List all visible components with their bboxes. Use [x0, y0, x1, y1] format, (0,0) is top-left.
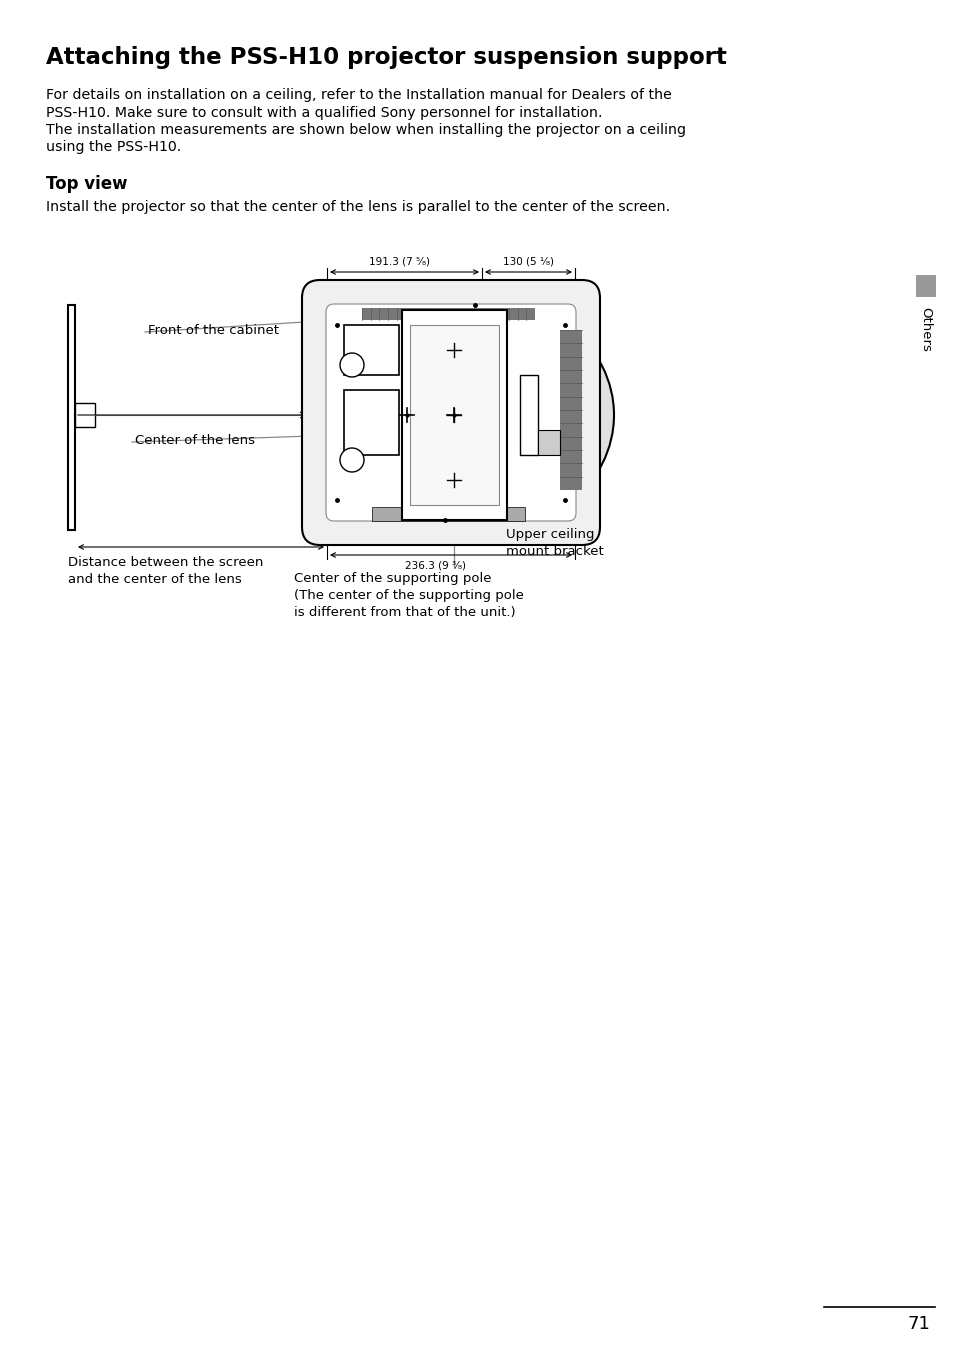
Bar — [372, 507, 524, 521]
Text: Others: Others — [919, 307, 931, 352]
Bar — [344, 389, 398, 456]
Text: For details on installation on a ceiling, refer to the Installation manual for D: For details on installation on a ceiling… — [46, 88, 671, 101]
Text: mount bracket: mount bracket — [505, 545, 603, 558]
Bar — [75, 403, 95, 427]
Text: using the PSS-H10.: using the PSS-H10. — [46, 141, 181, 154]
Text: Center of the lens: Center of the lens — [135, 434, 254, 446]
Text: PSS-H10. Make sure to consult with a qualified Sony personnel for installation.: PSS-H10. Make sure to consult with a qua… — [46, 105, 602, 119]
Circle shape — [339, 448, 364, 472]
Bar — [361, 308, 535, 320]
Bar — [401, 310, 506, 521]
Text: Front of the cabinet: Front of the cabinet — [148, 323, 278, 337]
Text: The installation measurements are shown below when installing the projector on a: The installation measurements are shown … — [46, 123, 685, 137]
Bar — [68, 306, 75, 530]
Text: 236.3 (9 ³⁄₈): 236.3 (9 ³⁄₈) — [405, 560, 466, 571]
FancyBboxPatch shape — [326, 304, 576, 521]
Bar — [519, 375, 537, 456]
Text: Distance between the screen: Distance between the screen — [68, 556, 263, 569]
Text: 71: 71 — [906, 1315, 929, 1333]
Circle shape — [339, 353, 364, 377]
Bar — [537, 430, 559, 456]
Text: and the center of the lens: and the center of the lens — [68, 573, 241, 585]
Bar — [559, 330, 581, 489]
Text: 191.3 (7 ⁵⁄₈): 191.3 (7 ⁵⁄₈) — [369, 257, 430, 266]
Bar — [410, 324, 498, 506]
Bar — [915, 274, 935, 297]
Text: is different from that of the unit.): is different from that of the unit.) — [294, 606, 515, 619]
Text: Install the projector so that the center of the lens is parallel to the center o: Install the projector so that the center… — [46, 200, 669, 214]
Ellipse shape — [306, 288, 614, 542]
Text: Center of the supporting pole: Center of the supporting pole — [294, 572, 491, 585]
Text: Upper ceiling: Upper ceiling — [505, 529, 594, 541]
Bar — [344, 324, 398, 375]
Text: (The center of the supporting pole: (The center of the supporting pole — [294, 589, 523, 602]
FancyBboxPatch shape — [302, 280, 599, 545]
Text: Attaching the PSS-H10 projector suspension support: Attaching the PSS-H10 projector suspensi… — [46, 46, 726, 69]
Text: 130 (5 ¹⁄₈): 130 (5 ¹⁄₈) — [502, 257, 554, 266]
Text: Top view: Top view — [46, 174, 128, 193]
